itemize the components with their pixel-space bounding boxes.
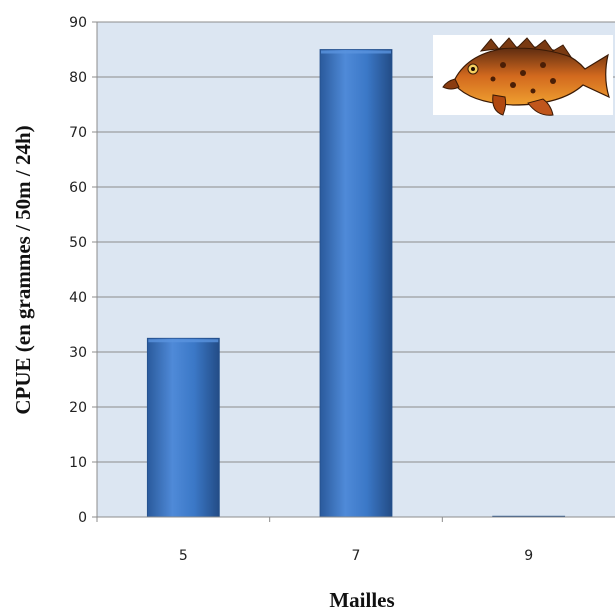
y-tick-label: 90 [69,15,87,31]
y-tick-label: 70 [69,125,87,141]
y-tick-label: 50 [69,235,87,251]
y-tick-label: 20 [69,400,87,416]
y-tick-label: 30 [69,345,87,361]
x-tick-label: 5 [179,548,188,564]
x-axis-title: Mailles [329,588,394,607]
bar-5 [146,337,220,518]
y-tick-label: 40 [69,290,87,306]
x-tick-label: 7 [352,548,361,564]
bar-highlight [148,339,219,343]
y-tick-label: 10 [69,455,87,471]
y-tick-label: 0 [78,510,87,526]
fish-illustration [433,35,613,116]
bars [146,49,566,518]
y-axis-ticks: 0 10 20 30 40 50 60 70 80 90 [69,15,97,526]
y-tick-label: 60 [69,180,87,196]
x-axis-ticks: 5 7 9 [179,517,533,564]
bar-7 [319,49,393,518]
x-tick-label: 9 [524,548,533,564]
y-tick-label: 80 [69,70,87,86]
y-axis-title: CPUE (en grammes / 50m / 24h) [11,125,35,414]
bar-highlight [321,50,391,54]
